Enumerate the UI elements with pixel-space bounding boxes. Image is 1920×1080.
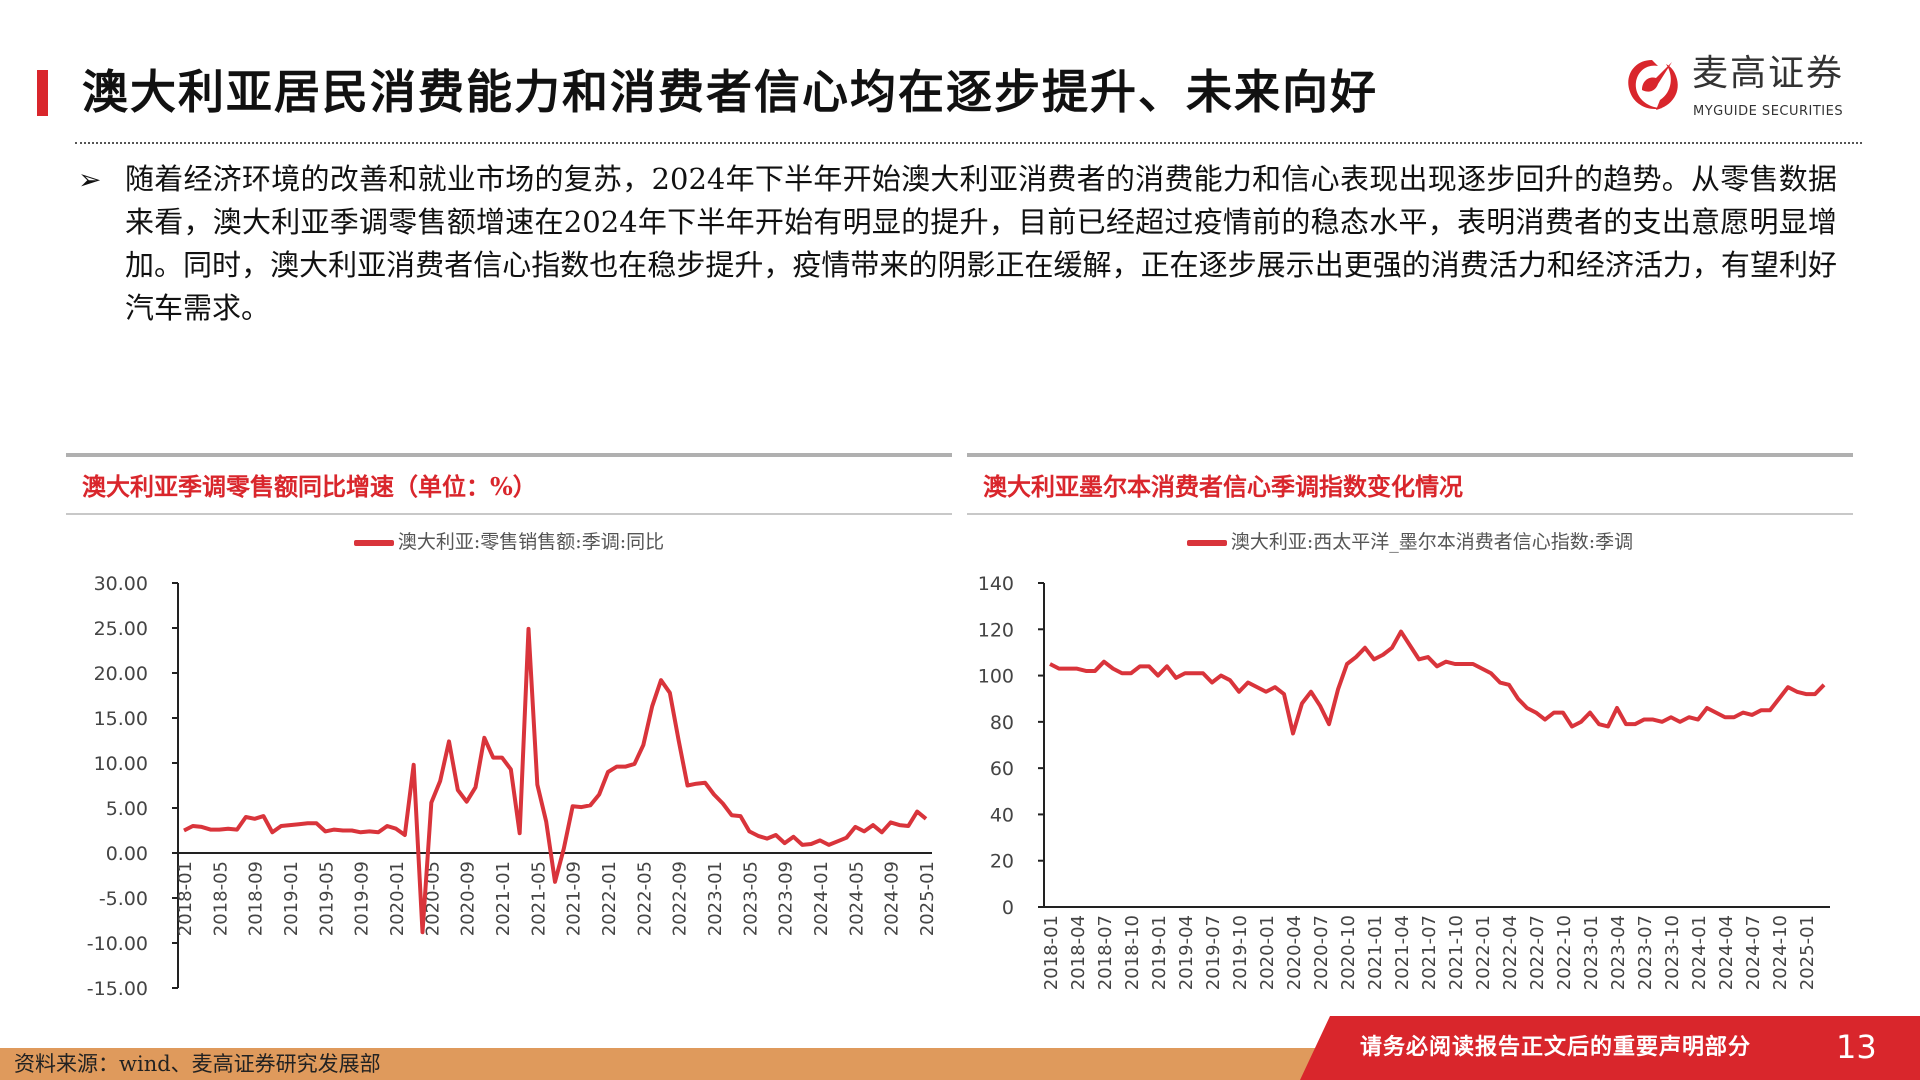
chart-legend: 澳大利亚:西太平洋_墨尔本消费者信心指数:季调 [967, 529, 1853, 555]
x-tick-label: 2024-05 [846, 861, 867, 936]
legend-swatch [1186, 540, 1227, 546]
x-tick-label: 2024-10 [1770, 915, 1791, 990]
x-tick-label: 2022-01 [599, 861, 620, 936]
x-tick-label: 2020-09 [458, 861, 479, 936]
x-tick-label: 2018-01 [175, 861, 196, 936]
y-tick-label: 0 [1002, 897, 1014, 919]
x-tick-label: 2018-07 [1095, 915, 1116, 990]
x-tick-label: 2023-07 [1635, 915, 1656, 990]
logo-text-cn: 麦高证券 [1692, 53, 1845, 94]
y-tick-label: 25.00 [94, 618, 148, 640]
x-tick-label: 2020-07 [1311, 915, 1332, 990]
y-tick-label: 5.00 [106, 798, 148, 820]
x-tick-label: 2022-10 [1554, 915, 1575, 990]
x-tick-label: 2021-01 [493, 861, 514, 936]
company-logo: 麦高证券 MYGUIDE SECURITIES [1622, 54, 1882, 126]
x-tick-label: 2020-01 [1257, 915, 1278, 990]
x-tick-label: 2021-07 [1419, 915, 1440, 990]
disclaimer-note: 请务必阅读报告正文后的重要声明部分 [1360, 1034, 1752, 1060]
x-tick-label: 2022-07 [1527, 915, 1548, 990]
x-tick-label: 2020-01 [387, 861, 408, 936]
x-tick-label: 2024-04 [1716, 915, 1737, 990]
body-paragraph: 随着经济环境的改善和就业市场的复苏，2024年下半年开始澳大利亚消费者的消费能力… [125, 162, 1837, 325]
x-tick-label: 2020-04 [1284, 915, 1305, 990]
x-tick-label: 2021-01 [1365, 915, 1386, 990]
header-divider [75, 142, 1862, 144]
x-tick-label: 2021-09 [564, 861, 585, 936]
y-tick-label: 15.00 [94, 708, 148, 730]
x-tick-label: 2018-01 [1041, 915, 1062, 990]
y-tick-label: -10.00 [87, 933, 148, 955]
x-tick-label: 2024-01 [811, 861, 832, 936]
x-tick-label: 2024-07 [1743, 915, 1764, 990]
x-tick-label: 2025-01 [1797, 915, 1818, 990]
panel-divider [967, 513, 1853, 515]
x-tick-label: 2022-05 [634, 861, 655, 936]
x-tick-label: 2023-01 [705, 861, 726, 936]
x-tick-label: 2018-04 [1068, 915, 1089, 990]
x-tick-label: 2019-09 [352, 861, 373, 936]
logo-icon [1628, 60, 1678, 110]
page-number: 13 [1836, 1028, 1877, 1066]
x-tick-label: 2023-01 [1581, 915, 1602, 990]
x-tick-label: 2022-04 [1500, 915, 1521, 990]
legend-swatch [353, 540, 394, 546]
y-tick-label: 30.00 [94, 573, 148, 595]
title-accent-bar [37, 70, 48, 116]
x-tick-label: 2024-01 [1689, 915, 1710, 990]
x-tick-label: 2018-10 [1122, 915, 1143, 990]
y-tick-label: 80 [990, 712, 1014, 734]
series-line [1049, 629, 1826, 736]
panel-top-rule [967, 453, 1853, 457]
x-tick-label: 2021-04 [1392, 915, 1413, 990]
y-tick-label: 100 [978, 666, 1014, 688]
y-tick-label: 40 [990, 804, 1014, 826]
x-tick-label: 2019-01 [281, 861, 302, 936]
x-tick-label: 2019-05 [316, 861, 337, 936]
panel-top-rule [66, 453, 952, 457]
x-tick-label: 2018-05 [210, 861, 231, 936]
x-tick-label: 2024-09 [882, 861, 903, 936]
x-tick-label: 2019-04 [1176, 915, 1197, 990]
x-tick-label: 2019-01 [1149, 915, 1170, 990]
x-tick-label: 2023-05 [740, 861, 761, 936]
x-tick-label: 2025-01 [917, 861, 938, 936]
x-tick-label: 2023-09 [776, 861, 797, 936]
y-tick-label: -5.00 [99, 888, 148, 910]
x-tick-label: 2019-10 [1230, 915, 1251, 990]
x-tick-label: 2021-10 [1446, 915, 1467, 990]
x-tick-label: 2019-07 [1203, 915, 1224, 990]
logo-text-en: MYGUIDE SECURITIES [1693, 104, 1844, 119]
x-tick-label: 2022-09 [670, 861, 691, 936]
y-tick-label: 20.00 [94, 663, 148, 685]
y-tick-label: 120 [978, 619, 1014, 641]
bullet-arrow-icon: ➢ [78, 163, 102, 196]
x-tick-label: 2018-09 [246, 861, 267, 936]
y-tick-label: 60 [990, 758, 1014, 780]
chart-legend: 澳大利亚:零售销售额:季调:同比 [66, 529, 952, 555]
page-title: 澳大利亚居民消费能力和消费者信心均在逐步提升、未来向好 [82, 65, 1378, 119]
chart-title: 澳大利亚墨尔本消费者信心季调指数变化情况 [983, 472, 1463, 501]
y-tick-label: 140 [978, 573, 1014, 595]
legend-label: 澳大利亚:零售销售额:季调:同比 [397, 531, 665, 553]
x-tick-label: 2023-04 [1608, 915, 1629, 990]
x-tick-label: 2020-10 [1338, 915, 1359, 990]
footer-disclaimer-banner [1300, 1016, 1920, 1080]
x-tick-label: 2021-05 [528, 861, 549, 936]
legend-label: 澳大利亚:西太平洋_墨尔本消费者信心指数:季调 [1230, 531, 1634, 553]
chart-panel-retail: 澳大利亚季调零售额同比增速（单位：%） 澳大利亚:零售销售额:季调:同比 [66, 453, 952, 983]
y-tick-label: 20 [990, 851, 1014, 873]
chart-panel-confidence: 澳大利亚墨尔本消费者信心季调指数变化情况 澳大利亚:西太平洋_墨尔本消费者信心指… [967, 453, 1853, 983]
y-tick-label: -15.00 [87, 978, 148, 1000]
x-tick-label: 2022-01 [1473, 915, 1494, 990]
chart-title: 澳大利亚季调零售额同比增速（单位：%） [82, 472, 537, 501]
y-tick-label: 10.00 [94, 753, 148, 775]
x-tick-label: 2023-10 [1662, 915, 1683, 990]
y-tick-label: 0.00 [106, 843, 148, 865]
panel-divider [66, 513, 952, 515]
source-note: 资料来源：wind、麦高证券研究发展部 [14, 1052, 381, 1076]
